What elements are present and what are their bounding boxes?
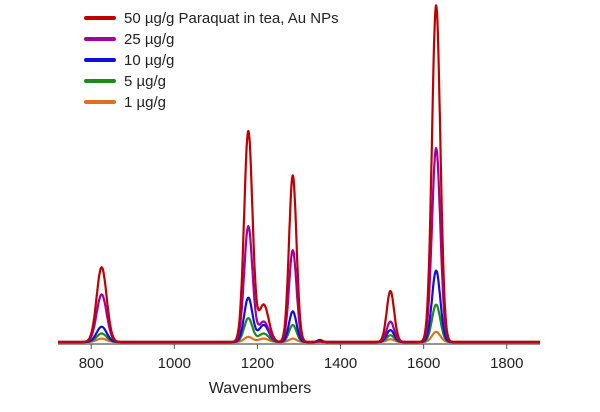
- legend: 50 µg/g Paraquat in tea, Au NPs 25 µg/g 10…: [84, 10, 339, 111]
- legend-label: 1 µg/g: [124, 94, 166, 111]
- x-tick-layer: 800 1000 1200 1400 1600 1800: [79, 344, 523, 372]
- legend-label: 50 µg/g Paraquat in tea, Au NPs: [124, 10, 339, 27]
- series-line-0: [57, 4, 541, 344]
- series-layer: [57, 4, 541, 344]
- x-tick-label: 1200: [241, 355, 274, 372]
- x-tick-label: 1400: [324, 355, 357, 372]
- x-tick-label: 1800: [490, 355, 523, 372]
- x-tick-label: 1000: [158, 355, 191, 372]
- legend-label: 25 µg/g: [124, 31, 174, 48]
- legend-label: 5 µg/g: [124, 73, 166, 90]
- x-tick-label: 1600: [407, 355, 440, 372]
- legend-label: 10 µg/g: [124, 52, 174, 69]
- x-axis-title: Wavenumbers: [209, 380, 312, 397]
- x-tick-label: 800: [79, 355, 104, 372]
